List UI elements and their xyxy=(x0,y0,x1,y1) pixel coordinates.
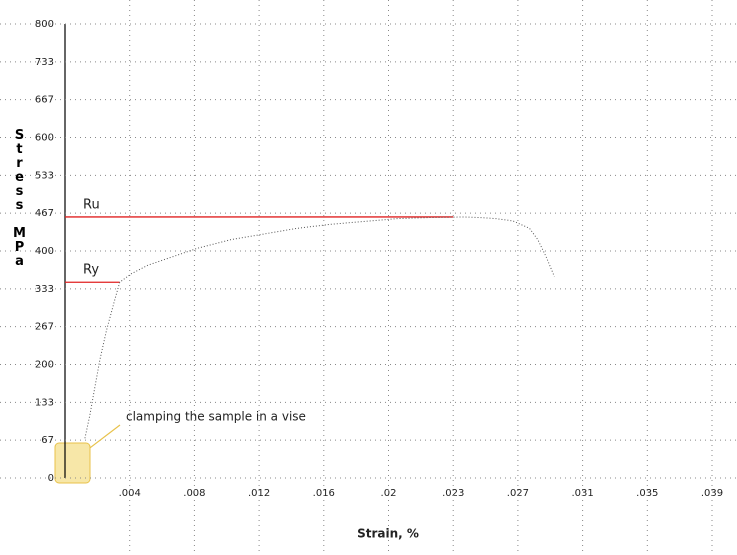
y-tick-label: 533 xyxy=(35,170,54,181)
y-tick-label: 600 xyxy=(35,133,54,144)
x-tick-label: .004 xyxy=(119,488,141,499)
y-tick-label: 133 xyxy=(35,397,54,408)
y-tick-label: 200 xyxy=(35,360,54,371)
annotation: clamping the sample in a vise xyxy=(126,410,306,424)
highlight-box xyxy=(54,442,91,484)
x-tick-label: .02 xyxy=(381,488,397,499)
annotation-arrow xyxy=(89,424,121,449)
x-tick-label: .008 xyxy=(183,488,205,499)
y-tick-label: 733 xyxy=(35,57,54,68)
x-axis-label: Strain, % xyxy=(357,527,419,541)
x-tick-label: .035 xyxy=(636,488,658,499)
x-tick-label: .012 xyxy=(248,488,270,499)
x-tick-label: .023 xyxy=(442,488,464,499)
x-tick-label: .027 xyxy=(507,488,529,499)
y-tick-label: 333 xyxy=(35,284,54,295)
y-tick-label: 667 xyxy=(35,95,54,106)
x-tick-label: .031 xyxy=(571,488,593,499)
data-line xyxy=(84,216,555,439)
y-tick-label: 267 xyxy=(35,322,54,333)
y-axis-label: Stress MPa xyxy=(12,128,27,268)
y-tick-label: 67 xyxy=(41,435,54,446)
reference-label: Ru xyxy=(83,197,100,212)
y-tick-label: 400 xyxy=(35,246,54,257)
y-tick-label: 800 xyxy=(35,19,54,30)
x-tick-label: .039 xyxy=(701,488,723,499)
reference-label: Ry xyxy=(83,263,99,278)
y-tick-label: 467 xyxy=(35,208,54,219)
x-tick-label: .016 xyxy=(313,488,335,499)
